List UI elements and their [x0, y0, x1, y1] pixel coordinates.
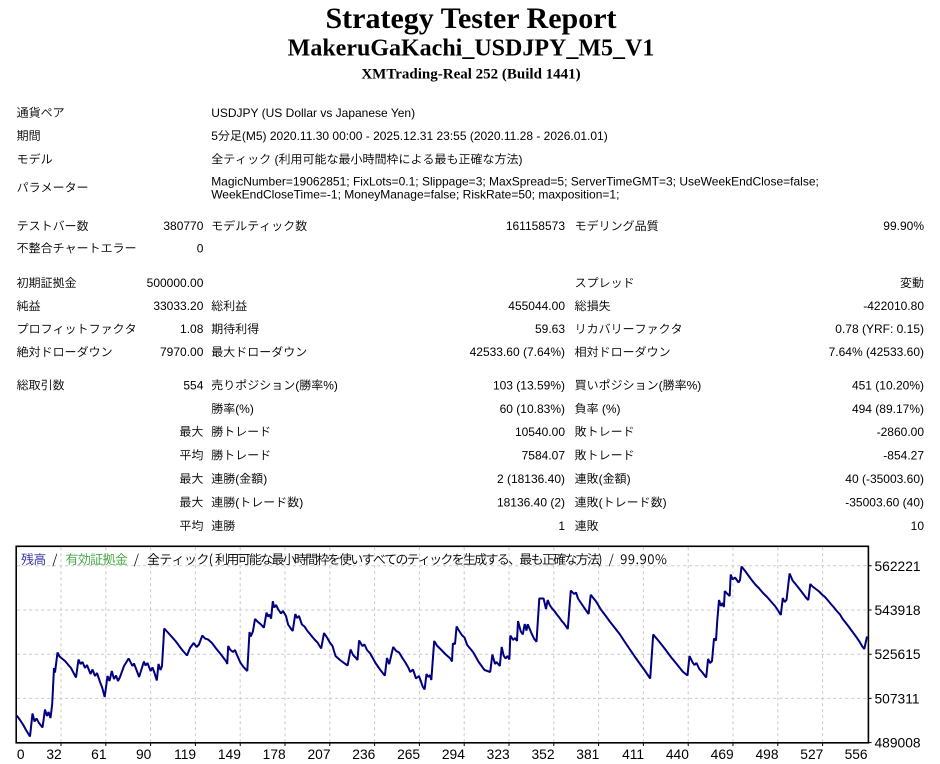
svg-text:469: 469: [711, 747, 734, 762]
svg-text:-422010.80: -422010.80: [863, 299, 924, 313]
svg-text:99.90%: 99.90%: [883, 219, 924, 233]
svg-text:(: (: [599, 496, 603, 510]
svg-text:10: 10: [911, 519, 925, 533]
svg-text:32: 32: [46, 747, 61, 762]
svg-text:(%): (%): [602, 402, 621, 416]
svg-text:103 (13.59%): 103 (13.59%): [493, 378, 565, 392]
svg-text:(: (: [295, 378, 299, 392]
svg-text:WeekEndCloseTime=-1; MoneyMana: WeekEndCloseTime=-1; MoneyManage=false; …: [211, 187, 619, 201]
svg-text:236: 236: [352, 747, 375, 762]
svg-text:494 (89.17%): 494 (89.17%): [852, 402, 924, 416]
svg-text:5: 5: [211, 129, 218, 143]
svg-text:59.63: 59.63: [535, 322, 565, 336]
svg-text:455044.00: 455044.00: [508, 299, 565, 313]
svg-text:119: 119: [174, 747, 196, 762]
svg-text:%): %): [687, 378, 702, 392]
svg-text:1.08: 1.08: [180, 322, 204, 336]
svg-text:543918: 543918: [875, 603, 921, 618]
svg-text:380770: 380770: [163, 219, 203, 233]
svg-text:33033.20: 33033.20: [153, 299, 203, 313]
svg-text:18136.40 (2): 18136.40 (2): [497, 496, 565, 510]
svg-text:61: 61: [91, 747, 106, 762]
svg-text:(: (: [235, 496, 239, 510]
svg-text:451 (10.20%): 451 (10.20%): [852, 378, 924, 392]
svg-text:2 (18136.40): 2 (18136.40): [497, 472, 565, 486]
svg-text:Strategy Tester Report: Strategy Tester Report: [325, 2, 616, 35]
svg-text:): ): [627, 472, 631, 486]
svg-text:554: 554: [183, 378, 203, 392]
svg-text:%): %): [323, 378, 338, 392]
svg-text:(: (: [659, 378, 663, 392]
svg-text:7.64% (42533.60): 7.64% (42533.60): [829, 345, 924, 359]
svg-text:0: 0: [197, 241, 204, 255]
svg-text:(: (: [235, 472, 239, 486]
svg-text:498: 498: [755, 747, 778, 762]
svg-text:149: 149: [218, 747, 241, 762]
svg-text:440: 440: [666, 747, 689, 762]
svg-text:507311: 507311: [875, 691, 920, 706]
svg-text:352: 352: [531, 747, 554, 762]
svg-text:): ): [299, 496, 303, 510]
svg-text:MakeruGaKachi_USDJPY_M5_V1: MakeruGaKachi_USDJPY_M5_V1: [288, 36, 655, 62]
svg-text:(%): (%): [235, 402, 254, 416]
svg-text:10540.00: 10540.00: [515, 425, 565, 439]
svg-text:500000.00: 500000.00: [147, 276, 204, 290]
svg-text:XMTrading-Real 252 (Build 1441: XMTrading-Real 252 (Build 1441): [361, 67, 580, 83]
svg-text:411: 411: [622, 747, 644, 762]
svg-text:(: (: [275, 152, 279, 166]
svg-text:265: 265: [397, 747, 420, 762]
svg-text:207: 207: [307, 747, 330, 762]
svg-text:294: 294: [442, 747, 465, 762]
svg-text:(M5) 2020.11.30 00:00 - 2025.1: (M5) 2020.11.30 00:00 - 2025.12.31 23:55…: [242, 129, 608, 143]
svg-text:178: 178: [263, 747, 286, 762]
svg-text:562221: 562221: [875, 559, 921, 574]
svg-text:40 (-35003.60): 40 (-35003.60): [845, 472, 924, 486]
svg-text:1: 1: [558, 519, 565, 533]
svg-text:381: 381: [576, 747, 599, 762]
svg-text:-35003.60 (40): -35003.60 (40): [845, 496, 924, 510]
svg-text:): ): [263, 472, 267, 486]
svg-text:489008: 489008: [875, 736, 921, 751]
svg-text:): ): [519, 152, 523, 166]
svg-text:90: 90: [136, 747, 152, 762]
svg-text:): ): [663, 496, 667, 510]
svg-text:0: 0: [17, 747, 25, 762]
svg-text:-2860.00: -2860.00: [877, 425, 925, 439]
svg-text:0.78 (YRF: 0.15): 0.78 (YRF: 0.15): [835, 322, 924, 336]
svg-text:556: 556: [845, 747, 868, 762]
svg-text:(: (: [599, 472, 603, 486]
svg-text:7970.00: 7970.00: [160, 345, 204, 359]
svg-text:525615: 525615: [875, 647, 921, 662]
svg-text:323: 323: [487, 747, 510, 762]
svg-text:60 (10.83%): 60 (10.83%): [500, 402, 565, 416]
svg-text:-854.27: -854.27: [883, 448, 924, 462]
svg-text:527: 527: [800, 747, 823, 762]
svg-text:USDJPY (US Dollar vs Japanese: USDJPY (US Dollar vs Japanese Yen): [211, 106, 415, 120]
svg-text:MagicNumber=19062851; FixLots=: MagicNumber=19062851; FixLots=0.1; Slipp…: [211, 175, 819, 189]
svg-text:42533.60 (7.64%): 42533.60 (7.64%): [470, 345, 565, 359]
svg-text:7584.07: 7584.07: [522, 448, 566, 462]
svg-text:161158573: 161158573: [506, 219, 566, 233]
